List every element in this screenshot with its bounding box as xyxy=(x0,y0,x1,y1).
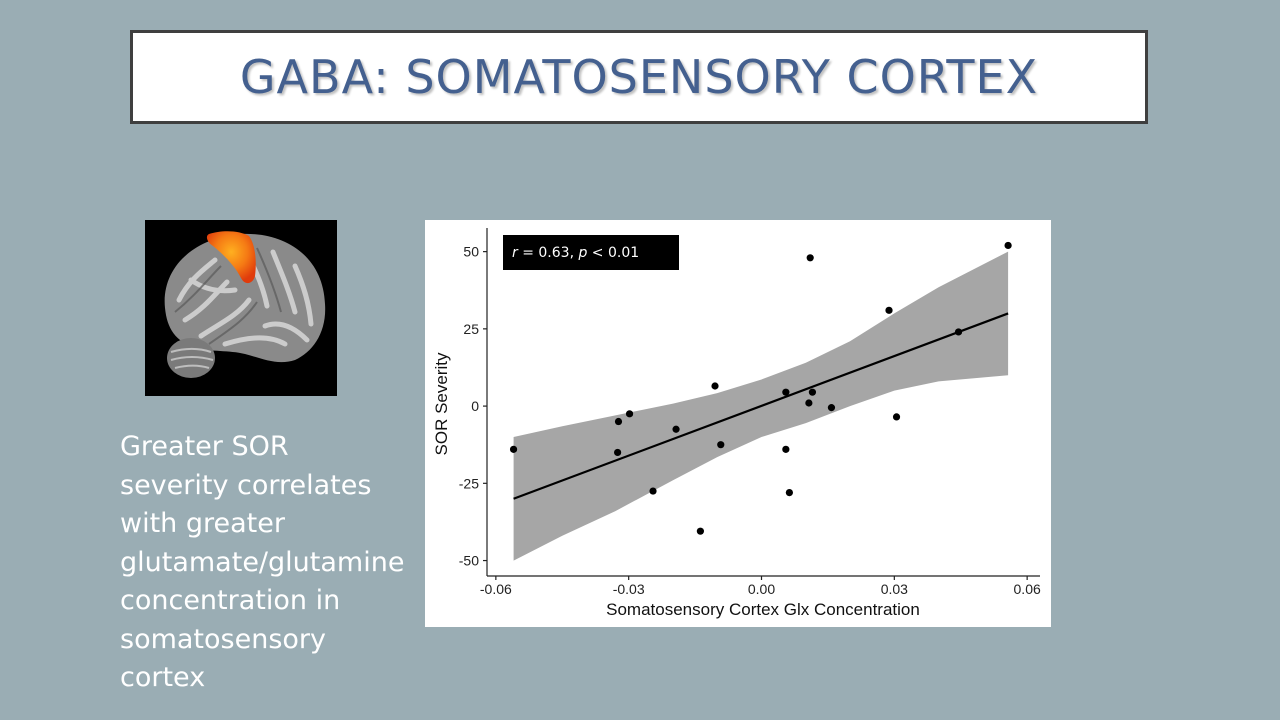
data-point xyxy=(782,445,790,453)
data-point xyxy=(827,404,836,412)
title-box: GABA: SOMATOSENSORY CORTEX xyxy=(130,30,1148,124)
caption-line: somatosensory xyxy=(120,623,326,655)
data-point xyxy=(892,413,901,421)
y-tick-label: 50 xyxy=(463,244,479,260)
data-point xyxy=(696,527,705,535)
data-point xyxy=(885,306,893,314)
x-tick-label: -0.06 xyxy=(480,581,512,597)
r-value: = 0.63, xyxy=(517,244,579,261)
data-point xyxy=(782,388,790,396)
caption-line: cortex xyxy=(120,662,206,693)
brain-illustration xyxy=(164,231,326,378)
y-tick-label: -25 xyxy=(459,475,479,491)
data-point xyxy=(785,488,793,497)
data-point xyxy=(711,382,719,390)
caption-line: severity correlates xyxy=(120,469,372,501)
data-point xyxy=(808,388,817,396)
caption-text: Greater SOR severity correlates with gre… xyxy=(120,428,410,698)
correlation-annotation: r = 0.63, p < 0.01 xyxy=(503,235,679,270)
data-point xyxy=(614,448,622,457)
brain-mri-image xyxy=(145,220,337,396)
r-symbol: r xyxy=(512,244,518,261)
scatter-plot: -0.06 -0.03 0.00 0.03 0.06 -50 -25 0 25 50 Somato… xyxy=(425,220,1051,627)
data-point xyxy=(509,445,518,453)
x-tick-label: 0.00 xyxy=(748,581,775,597)
data-point xyxy=(805,399,813,407)
data-point xyxy=(649,487,657,495)
regression-line xyxy=(513,312,1009,500)
x-axis-label: Somatosensory Cortex Glx Concentration xyxy=(606,600,920,619)
y-axis-label: SOR Severity xyxy=(432,352,451,455)
data-point xyxy=(614,417,623,426)
caption-line: glutamate/glutamine xyxy=(120,546,405,578)
data-point xyxy=(717,441,725,449)
data-point xyxy=(1004,241,1012,250)
x-tick-label: 0.06 xyxy=(1014,581,1041,597)
slide-title: GABA: SOMATOSENSORY CORTEX xyxy=(239,50,1039,104)
data-point xyxy=(625,410,634,418)
y-tick-label: 25 xyxy=(463,321,479,337)
p-value: < 0.01 xyxy=(587,244,640,261)
x-tick-label: -0.03 xyxy=(613,581,645,597)
p-symbol: p xyxy=(578,244,588,261)
data-point xyxy=(806,254,814,262)
caption-line: Greater SOR xyxy=(120,431,289,462)
data-point xyxy=(954,328,963,336)
caption-line: concentration in xyxy=(120,585,341,616)
caption-line: with greater xyxy=(120,508,285,539)
activation-region xyxy=(206,231,256,284)
scatter-chart-svg: -0.06 -0.03 0.00 0.03 0.06 -50 -25 0 25 50 Somato… xyxy=(432,228,1041,619)
y-tick-label: -50 xyxy=(459,553,479,569)
data-point xyxy=(672,425,680,433)
x-tick-label: 0.03 xyxy=(881,581,908,597)
y-tick-label: 0 xyxy=(471,398,479,414)
